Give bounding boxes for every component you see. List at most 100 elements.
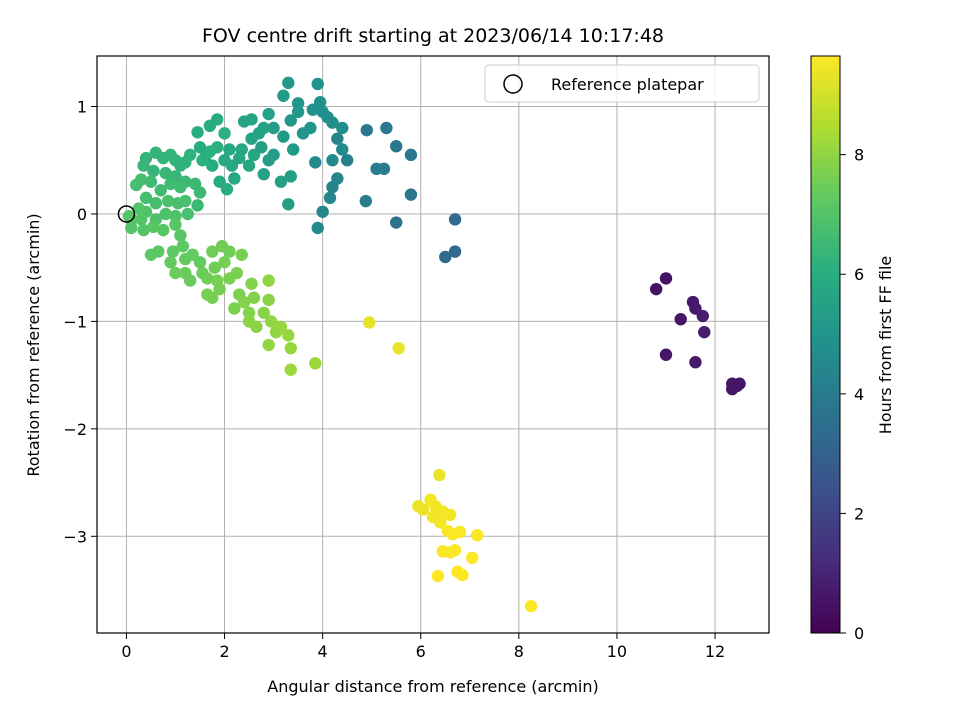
scatter-point <box>193 141 207 154</box>
scatter-point <box>470 529 484 542</box>
scatter-point <box>291 97 305 110</box>
scatter-point <box>191 126 204 139</box>
scatter-point <box>404 148 418 162</box>
scatter-point <box>336 121 349 135</box>
scatter-point <box>434 516 447 529</box>
scatter-point <box>326 180 339 194</box>
scatter-point <box>296 127 310 140</box>
scatter-point <box>404 188 418 201</box>
y-tick-label: −1 <box>63 312 87 331</box>
scatter-point <box>262 107 275 121</box>
scatter-point <box>262 338 275 352</box>
scatter-point <box>262 293 275 307</box>
scatter-point <box>208 261 221 274</box>
scatter-point <box>164 177 177 191</box>
scatter-point <box>218 256 231 269</box>
scatter-point <box>323 191 337 205</box>
scatter-point <box>144 175 158 188</box>
y-tick-label: 1 <box>77 98 87 117</box>
scatter-point <box>439 250 452 264</box>
scatter-point <box>228 302 241 315</box>
scatter-point <box>331 132 344 145</box>
scatter-point <box>262 274 275 287</box>
scatter-point <box>659 348 673 361</box>
colorbar-label: Hours from first FF file <box>876 256 895 435</box>
scatter-point <box>363 316 376 329</box>
scatter-point <box>159 207 172 221</box>
scatter-point <box>174 229 187 242</box>
scatter-point <box>223 143 236 156</box>
scatter-point <box>237 115 251 128</box>
scatter-point <box>282 329 295 342</box>
scatter-point <box>277 89 290 102</box>
scatter-point <box>132 202 145 215</box>
scatter-point <box>247 291 261 304</box>
scatter-point <box>218 154 231 167</box>
scatter-point <box>235 248 248 261</box>
scatter-point <box>161 194 175 208</box>
y-axis-ticks: 1 0 −1 −2 −3 <box>63 98 97 546</box>
scatter-point <box>242 159 256 172</box>
scatter-point <box>326 154 339 167</box>
scatter-point <box>453 525 467 539</box>
x-axis-label: Angular distance from reference (arcmin) <box>267 677 598 696</box>
scatter-point <box>360 123 373 137</box>
scatter-point <box>237 295 251 309</box>
scatter-point <box>134 213 148 226</box>
scatter-point <box>193 256 207 269</box>
scatter-point <box>696 309 709 323</box>
scatter-point <box>311 77 324 91</box>
scatter-point <box>726 382 739 396</box>
scatter-point <box>267 121 280 135</box>
x-tick-label: 0 <box>121 642 131 661</box>
scatter-point <box>340 154 354 167</box>
scatter-point <box>274 175 288 188</box>
scatter-point <box>193 186 207 199</box>
scatter-point <box>659 272 673 285</box>
x-tick-label: 6 <box>416 642 426 661</box>
scatter-point <box>524 599 538 613</box>
colorbar <box>810 55 841 634</box>
colorbar-tick-label: 0 <box>854 624 864 643</box>
scatter-point <box>448 245 462 258</box>
scatter-point <box>147 220 160 234</box>
scatter-point <box>309 156 322 169</box>
scatter-point <box>144 248 158 261</box>
chart-title: FOV centre drift starting at 2023/06/14 … <box>202 25 664 47</box>
scatter-point <box>139 191 153 205</box>
scatter-point <box>291 105 305 119</box>
scatter-point <box>169 209 182 223</box>
scatter-point <box>250 320 263 333</box>
x-tick-label: 12 <box>705 642 725 661</box>
y-tick-label: −2 <box>63 420 87 439</box>
scatter-point <box>433 468 446 482</box>
scatter-point <box>137 159 150 172</box>
scatter-point <box>262 154 275 167</box>
scatter-point <box>277 130 290 143</box>
scatter-point <box>154 184 167 197</box>
legend-marker-icon <box>503 74 523 94</box>
scatter-point <box>284 170 297 183</box>
scatter-point <box>287 143 300 156</box>
scatter-point <box>196 154 209 167</box>
scatter-point <box>456 568 469 582</box>
scatter-point <box>390 216 403 229</box>
scatter-point <box>274 320 288 333</box>
scatter-point <box>257 306 270 320</box>
x-axis-ticks: 0 2 4 6 8 10 12 <box>121 633 725 661</box>
scatter-point <box>698 325 711 339</box>
scatter-point <box>149 146 163 159</box>
x-tick-label: 8 <box>514 642 524 661</box>
x-tick-label: 4 <box>318 642 328 661</box>
scatter-point <box>264 315 278 328</box>
scatter-point <box>213 282 226 296</box>
scatter-point <box>183 274 197 287</box>
colorbar-ticks: 0 2 4 6 8 <box>840 146 864 643</box>
scatter-point <box>125 221 138 235</box>
scatter-point <box>206 291 219 304</box>
scatter-point <box>169 266 182 280</box>
scatter-point <box>245 277 258 290</box>
legend: Reference platepar <box>484 64 760 103</box>
scatter-point <box>282 76 295 90</box>
scatter-point <box>284 114 297 127</box>
